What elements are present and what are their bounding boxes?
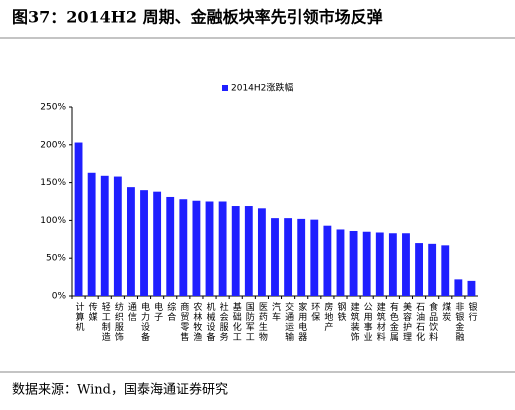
x-tick-label: 钢铁 (335, 301, 346, 322)
bar (402, 233, 410, 296)
bar (166, 196, 175, 296)
bar (441, 245, 450, 296)
x-tick-label: 有色金属 (388, 301, 399, 342)
x-tick-label: 非银金融 (453, 301, 464, 342)
x-tick-label: 传媒 (87, 301, 98, 322)
bar (467, 280, 476, 296)
x-tick-label: 房地产 (322, 301, 333, 332)
x-tick-label: 医药生物 (257, 302, 268, 342)
bar (127, 187, 135, 296)
bar (192, 200, 201, 296)
source: 数据来源：Wind，国泰海通证券研究 (12, 382, 228, 398)
x-tick-label: 食品饮料 (427, 301, 438, 342)
bar (375, 232, 384, 296)
bar (349, 230, 358, 296)
bar (113, 176, 122, 296)
bar (140, 190, 148, 296)
x-tick-label: 家用电器 (296, 301, 307, 342)
bar (87, 172, 96, 296)
x-tick-label: 通信 (126, 302, 137, 322)
x-tick-label: 轻工制造 (100, 301, 111, 342)
x-tick-label: 石油石化 (414, 302, 425, 342)
bar (231, 206, 240, 296)
bar (179, 199, 188, 296)
x-tick-label: 环保 (309, 302, 320, 322)
y-tick-label: 200% (40, 140, 66, 150)
bar (323, 225, 332, 296)
x-tick-label: 商贸零售 (178, 301, 189, 342)
bar (244, 206, 253, 296)
bar (100, 175, 109, 296)
bar (218, 201, 227, 296)
bar (205, 201, 214, 296)
x-tick-label: 基础化工 (231, 301, 242, 342)
bar (454, 279, 463, 296)
x-tick-label: 公用事业 (362, 302, 373, 342)
x-tick-label: 电力设备 (139, 301, 150, 342)
bar (388, 233, 397, 296)
x-tick-label: 美容护理 (401, 301, 412, 342)
bar (74, 142, 83, 296)
x-tick-label: 国防军工 (244, 302, 255, 342)
bar (362, 231, 371, 296)
x-tick-label: 建筑装饰 (349, 301, 360, 342)
x-tick-label: 计算机 (74, 301, 85, 332)
x-tick-label: 社会服务 (218, 301, 229, 342)
bar (336, 229, 345, 296)
bar (415, 243, 423, 296)
x-tick-label: 建筑材料 (375, 301, 386, 342)
legend-label: 2014H2涨跌幅 (231, 82, 293, 94)
legend-swatch (222, 85, 228, 91)
y-tick-label: 100% (40, 216, 66, 226)
bar (428, 243, 437, 296)
bar (271, 218, 279, 296)
x-tick-label: 汽车 (270, 301, 281, 322)
x-tick-label: 电子 (152, 301, 163, 322)
x-tick-label: 农林牧渔 (191, 301, 202, 342)
y-tick-label: 150% (40, 178, 66, 188)
x-tick-label: 纺织服饰 (113, 301, 124, 342)
x-tick-label: 煤炭 (440, 301, 451, 322)
bar (153, 191, 162, 296)
x-tick-label: 机械设备 (205, 301, 216, 342)
bar (284, 218, 293, 296)
y-tick-label: 0% (52, 292, 67, 302)
bar (297, 218, 306, 296)
chart-title: 图37：2014H2 周期、金融板块率先引领市场反弹 (12, 8, 383, 27)
x-tick-label: 交通运输 (283, 301, 294, 342)
bar (310, 219, 319, 296)
y-tick-label: 250% (40, 103, 66, 113)
y-tick-label: 50% (46, 254, 66, 264)
x-tick-label: 银行 (466, 301, 477, 322)
bar (257, 208, 266, 296)
x-tick-label: 综合 (165, 301, 176, 322)
